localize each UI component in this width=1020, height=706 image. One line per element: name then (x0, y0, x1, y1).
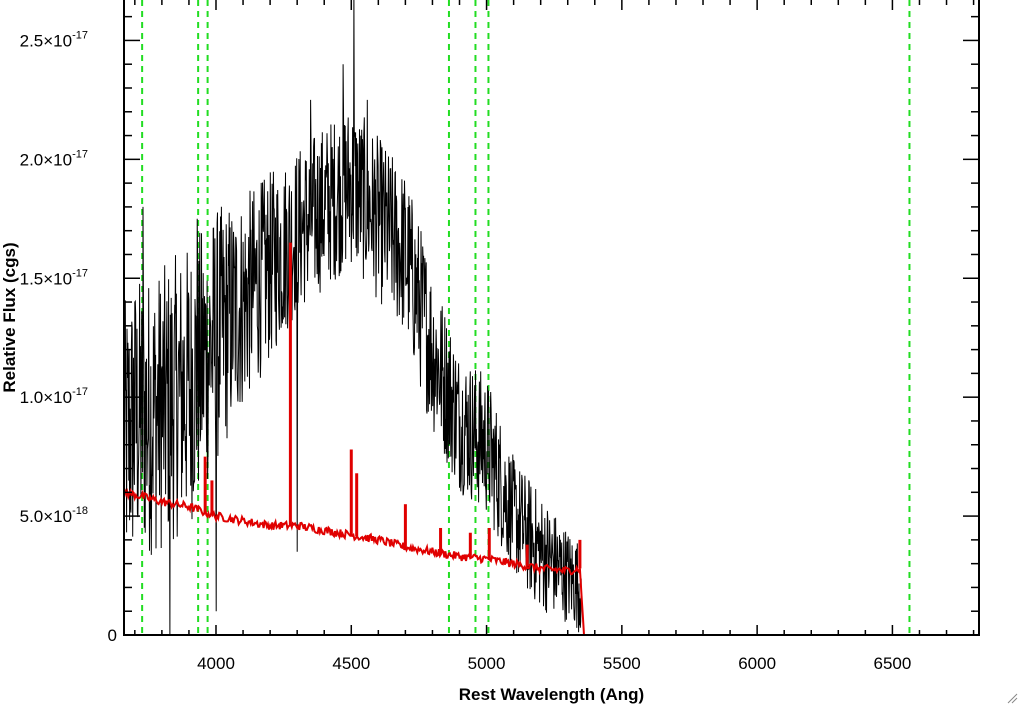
x-tick-label: 4500 (332, 654, 370, 673)
x-tick-label: 6500 (874, 654, 912, 673)
x-tick-label: 6000 (738, 654, 776, 673)
y-axis-title: Relative Flux (cgs) (0, 242, 19, 392)
resize-grip-icon[interactable] (1006, 692, 1018, 704)
y-axis: 0 5.0×10-18 1.0×10-17 1.5×10-17 2.0×10-17 2.5… (20, 15, 979, 645)
x-tick-label: 5000 (468, 654, 506, 673)
x-axis-title: Rest Wavelength (Ang) (459, 685, 644, 704)
plot-frame (123, 0, 980, 636)
y-tick-label: 1.5×10-17 (20, 267, 88, 288)
y-tick-label: 5.0×10-18 (20, 505, 88, 526)
observed-spectrum-line (123, 0, 582, 636)
y-tick-label: 0 (108, 626, 117, 645)
observed-spectrum (123, 0, 582, 636)
y-tick-label: 2.0×10-17 (20, 148, 88, 169)
y-tick-label: 2.5×10-17 (20, 29, 88, 50)
x-tick-label: 4000 (197, 654, 235, 673)
x-tick-label: 5500 (603, 654, 641, 673)
y-tick-label: 1.0×10-17 (20, 386, 88, 407)
x-axis: 4000 4500 5000 5500 6000 6500 (134, 0, 975, 673)
